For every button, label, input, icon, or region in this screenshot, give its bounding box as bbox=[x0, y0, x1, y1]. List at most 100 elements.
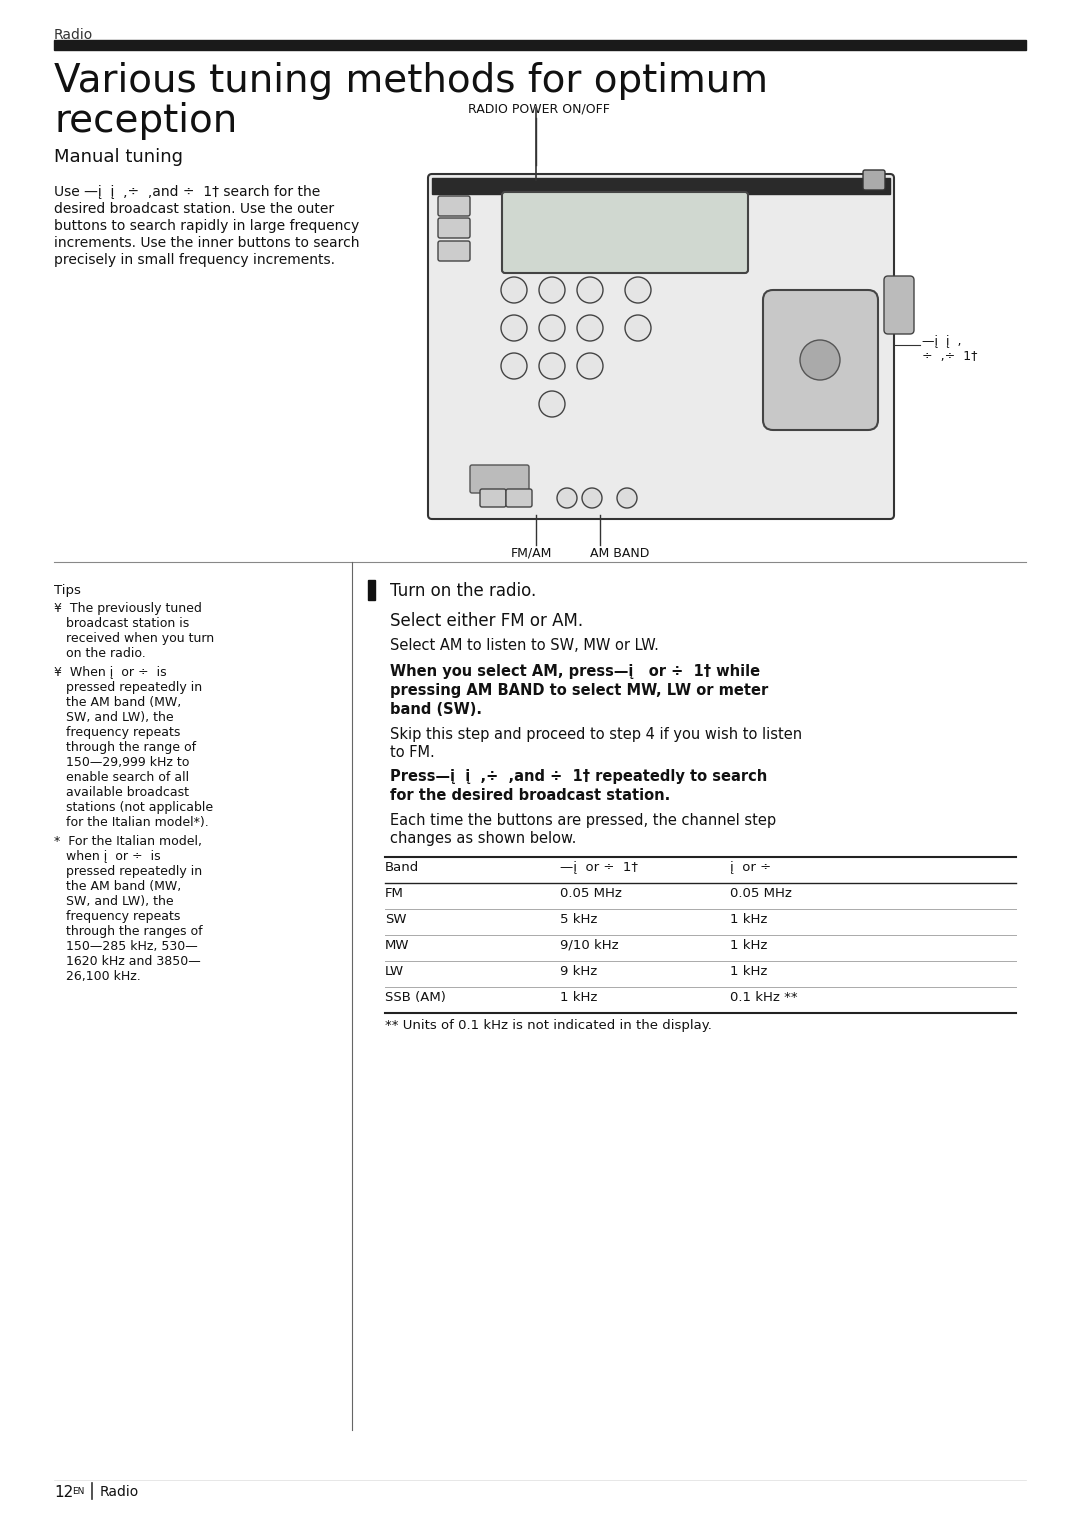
Text: 8: 8 bbox=[549, 360, 555, 371]
Text: 1: 1 bbox=[511, 285, 517, 294]
Text: Select AM to listen to SW, MW or LW.: Select AM to listen to SW, MW or LW. bbox=[390, 638, 659, 653]
Text: pressed repeatedly in: pressed repeatedly in bbox=[54, 865, 202, 878]
Text: 2: 2 bbox=[549, 285, 555, 294]
Text: pressed repeatedly in: pressed repeatedly in bbox=[54, 681, 202, 694]
Text: LW: LW bbox=[384, 964, 404, 978]
Text: SW, and LW), the: SW, and LW), the bbox=[54, 711, 174, 724]
Text: 1 kHz: 1 kHz bbox=[730, 914, 768, 926]
Text: Select either FM or AM.: Select either FM or AM. bbox=[390, 612, 583, 630]
Text: MW: MW bbox=[384, 940, 409, 952]
Circle shape bbox=[577, 314, 603, 340]
Text: available broadcast: available broadcast bbox=[54, 786, 189, 799]
Text: band (SW).: band (SW). bbox=[390, 702, 482, 717]
Text: Band: Band bbox=[384, 862, 419, 874]
Text: 9: 9 bbox=[586, 360, 593, 371]
Text: ¥  When į  or ÷  is: ¥ When į or ÷ is bbox=[54, 665, 166, 679]
Text: į  or ÷: į or ÷ bbox=[730, 862, 771, 874]
Text: AM BAND: AM BAND bbox=[590, 547, 649, 560]
Text: enable search of all: enable search of all bbox=[54, 771, 189, 783]
FancyBboxPatch shape bbox=[762, 290, 878, 429]
Circle shape bbox=[501, 353, 527, 379]
Circle shape bbox=[539, 391, 565, 417]
Text: for the desired broadcast station.: for the desired broadcast station. bbox=[390, 788, 671, 803]
Text: 3: 3 bbox=[586, 285, 593, 294]
Bar bbox=[432, 178, 890, 195]
Text: 9/10 kHz: 9/10 kHz bbox=[561, 940, 619, 952]
Text: when į  or ÷  is: when į or ÷ is bbox=[54, 849, 161, 863]
Bar bbox=[368, 579, 375, 599]
Text: 1620 kHz and 3850—: 1620 kHz and 3850— bbox=[54, 955, 201, 967]
Text: 6: 6 bbox=[586, 323, 593, 333]
FancyBboxPatch shape bbox=[438, 196, 470, 216]
Text: SW, and LW), the: SW, and LW), the bbox=[54, 895, 174, 908]
Text: 5: 5 bbox=[549, 323, 555, 333]
Text: broadcast station is: broadcast station is bbox=[54, 616, 189, 630]
Text: *  For the Italian model,: * For the Italian model, bbox=[54, 835, 202, 848]
Text: reception: reception bbox=[54, 103, 238, 140]
Text: pressing AM BAND to select MW, LW or meter: pressing AM BAND to select MW, LW or met… bbox=[390, 684, 768, 698]
Text: Use —į  į  ,÷  ,and ÷  1† search for the: Use —į į ,÷ ,and ÷ 1† search for the bbox=[54, 185, 321, 199]
FancyBboxPatch shape bbox=[480, 489, 507, 507]
Text: increments. Use the inner buttons to search: increments. Use the inner buttons to sea… bbox=[54, 236, 360, 250]
FancyBboxPatch shape bbox=[502, 192, 748, 273]
Text: RADIO POWER ON/OFF: RADIO POWER ON/OFF bbox=[468, 103, 610, 115]
Text: Press—į  į  ,÷  ,and ÷  1† repeatedly to search: Press—į į ,÷ ,and ÷ 1† repeatedly to sea… bbox=[390, 770, 767, 783]
Text: 5 kHz: 5 kHz bbox=[561, 914, 597, 926]
Text: desired broadcast station. Use the outer: desired broadcast station. Use the outer bbox=[54, 202, 334, 216]
Circle shape bbox=[582, 487, 602, 507]
Text: ¥  The previously tuned: ¥ The previously tuned bbox=[54, 602, 202, 615]
Text: When you select AM, press—į   or ÷  1† while: When you select AM, press—į or ÷ 1† whil… bbox=[390, 664, 760, 679]
Text: the AM band (MW,: the AM band (MW, bbox=[54, 880, 181, 894]
Text: stations (not applicable: stations (not applicable bbox=[54, 802, 213, 814]
FancyBboxPatch shape bbox=[863, 170, 885, 190]
Text: buttons to search rapidly in large frequency: buttons to search rapidly in large frequ… bbox=[54, 219, 360, 233]
Text: 12: 12 bbox=[54, 1485, 73, 1499]
Circle shape bbox=[625, 277, 651, 304]
FancyBboxPatch shape bbox=[470, 464, 529, 494]
Text: Radio: Radio bbox=[54, 28, 93, 41]
Text: 1 kHz: 1 kHz bbox=[561, 990, 597, 1004]
Text: 0: 0 bbox=[549, 399, 555, 409]
Text: 0.1 kHz **: 0.1 kHz ** bbox=[730, 990, 798, 1004]
Text: Various tuning methods for optimum: Various tuning methods for optimum bbox=[54, 61, 768, 100]
Text: 7: 7 bbox=[511, 360, 517, 371]
Circle shape bbox=[539, 277, 565, 304]
Text: 9 kHz: 9 kHz bbox=[561, 964, 597, 978]
Text: on the radio.: on the radio. bbox=[54, 647, 146, 661]
Text: precisely in small frequency increments.: precisely in small frequency increments. bbox=[54, 253, 335, 267]
Circle shape bbox=[557, 487, 577, 507]
Text: 1 kHz: 1 kHz bbox=[730, 964, 768, 978]
Text: the AM band (MW,: the AM band (MW, bbox=[54, 696, 181, 708]
Text: ** Units of 0.1 kHz is not indicated in the display.: ** Units of 0.1 kHz is not indicated in … bbox=[384, 1019, 712, 1032]
Text: Skip this step and proceed to step 4 if you wish to listen: Skip this step and proceed to step 4 if … bbox=[390, 727, 802, 742]
Text: through the range of: through the range of bbox=[54, 740, 197, 754]
Text: Each time the buttons are pressed, the channel step: Each time the buttons are pressed, the c… bbox=[390, 812, 777, 828]
Text: 0.05 MHz: 0.05 MHz bbox=[730, 888, 792, 900]
Text: through the ranges of: through the ranges of bbox=[54, 924, 203, 938]
Text: frequency repeats: frequency repeats bbox=[54, 727, 180, 739]
Text: —į  or ÷  1†: —į or ÷ 1† bbox=[561, 862, 638, 874]
Text: 1 kHz: 1 kHz bbox=[730, 940, 768, 952]
Text: received when you turn: received when you turn bbox=[54, 632, 214, 645]
FancyBboxPatch shape bbox=[438, 218, 470, 238]
Text: Tips: Tips bbox=[54, 584, 81, 596]
FancyBboxPatch shape bbox=[428, 175, 894, 520]
Circle shape bbox=[501, 314, 527, 340]
Text: —į  į  ,: —į į , bbox=[922, 336, 961, 348]
Text: SW: SW bbox=[384, 914, 406, 926]
FancyBboxPatch shape bbox=[885, 276, 914, 334]
Text: 150—285 kHz, 530—: 150—285 kHz, 530— bbox=[54, 940, 198, 954]
Text: ÷  ,÷  1†: ÷ ,÷ 1† bbox=[922, 350, 977, 363]
Bar bbox=[54, 40, 1026, 51]
Circle shape bbox=[577, 277, 603, 304]
Text: Radio: Radio bbox=[100, 1485, 139, 1499]
Text: SSB (AM): SSB (AM) bbox=[384, 990, 446, 1004]
Text: 150—29,999 kHz to: 150—29,999 kHz to bbox=[54, 756, 189, 770]
Text: FM/AM: FM/AM bbox=[511, 547, 552, 560]
Circle shape bbox=[625, 314, 651, 340]
Text: frequency repeats: frequency repeats bbox=[54, 911, 180, 923]
Text: 26,100 kHz.: 26,100 kHz. bbox=[54, 970, 140, 983]
Text: changes as shown below.: changes as shown below. bbox=[390, 831, 577, 846]
Circle shape bbox=[577, 353, 603, 379]
Text: Turn on the radio.: Turn on the radio. bbox=[390, 583, 537, 599]
